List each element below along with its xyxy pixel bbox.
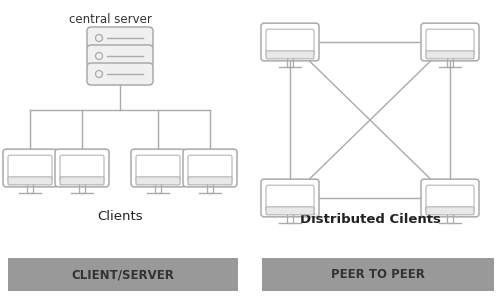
Text: Distributed Cilents: Distributed Cilents bbox=[300, 213, 440, 226]
FancyBboxPatch shape bbox=[426, 207, 474, 215]
Text: CLIENT/SERVER: CLIENT/SERVER bbox=[72, 268, 174, 281]
FancyBboxPatch shape bbox=[266, 29, 314, 56]
Text: central server: central server bbox=[68, 13, 152, 26]
FancyBboxPatch shape bbox=[60, 177, 104, 185]
FancyBboxPatch shape bbox=[421, 179, 479, 217]
FancyBboxPatch shape bbox=[266, 207, 314, 215]
FancyBboxPatch shape bbox=[188, 155, 232, 182]
FancyBboxPatch shape bbox=[136, 177, 180, 185]
FancyBboxPatch shape bbox=[183, 149, 237, 187]
Text: PEER TO PEER: PEER TO PEER bbox=[331, 268, 425, 281]
FancyBboxPatch shape bbox=[8, 177, 52, 185]
FancyBboxPatch shape bbox=[8, 258, 238, 291]
FancyBboxPatch shape bbox=[261, 179, 319, 217]
FancyBboxPatch shape bbox=[87, 45, 153, 67]
FancyBboxPatch shape bbox=[266, 185, 314, 212]
FancyBboxPatch shape bbox=[87, 27, 153, 49]
FancyBboxPatch shape bbox=[426, 29, 474, 56]
FancyBboxPatch shape bbox=[87, 63, 153, 85]
FancyBboxPatch shape bbox=[426, 51, 474, 59]
FancyBboxPatch shape bbox=[131, 149, 185, 187]
FancyBboxPatch shape bbox=[188, 177, 232, 185]
FancyBboxPatch shape bbox=[136, 155, 180, 182]
FancyBboxPatch shape bbox=[266, 51, 314, 59]
FancyBboxPatch shape bbox=[55, 149, 109, 187]
FancyBboxPatch shape bbox=[261, 23, 319, 61]
FancyBboxPatch shape bbox=[60, 155, 104, 182]
FancyBboxPatch shape bbox=[3, 149, 57, 187]
FancyBboxPatch shape bbox=[262, 258, 494, 291]
FancyBboxPatch shape bbox=[426, 185, 474, 212]
FancyBboxPatch shape bbox=[421, 23, 479, 61]
FancyBboxPatch shape bbox=[8, 155, 52, 182]
Text: Clients: Clients bbox=[97, 210, 143, 223]
